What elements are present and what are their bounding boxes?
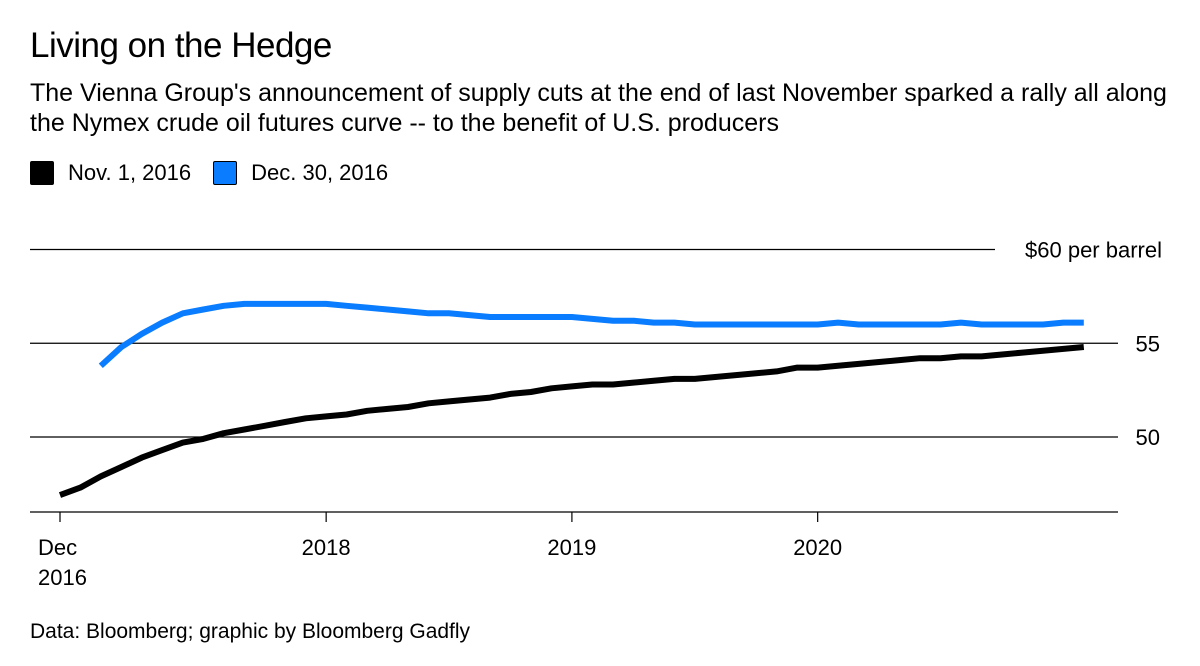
gridlines: 50 55 $60 per barrel: [30, 238, 1162, 450]
legend-item-nov: Nov. 1, 2016: [30, 160, 191, 186]
x-tick-label-1-0: 2018: [302, 535, 351, 560]
series-lines: [58, 300, 1085, 498]
series-line-1: [98, 300, 1084, 369]
legend-item-dec: Dec. 30, 2016: [213, 160, 388, 186]
y-tick-label-60: $60 per barrel: [1025, 238, 1162, 263]
legend-swatch-nov: [30, 161, 54, 185]
y-tick-label-50: 50: [1136, 425, 1160, 450]
x-axis: Dec 2016 2018 2019 2020: [30, 511, 1118, 590]
legend: Nov. 1, 2016 Dec. 30, 2016: [30, 158, 410, 188]
x-tick-label-2-0: 2019: [547, 535, 596, 560]
legend-swatch-dec: [213, 161, 238, 185]
source-note: Data: Bloomberg; graphic by Bloomberg Ga…: [30, 620, 471, 643]
series-line-0: [58, 344, 1085, 498]
x-tick-label-0-1: 2016: [38, 565, 87, 590]
legend-label-dec: Dec. 30, 2016: [251, 160, 389, 185]
x-tick-label-3-0: 2020: [793, 535, 842, 560]
chart-subtitle: The Vienna Group's announcement of suppl…: [30, 79, 1167, 137]
y-tick-label-55: 55: [1136, 331, 1160, 356]
chart-title: Living on the Hedge: [30, 26, 332, 65]
x-tick-label-0-0: Dec: [38, 535, 77, 560]
legend-label-nov: Nov. 1, 2016: [68, 160, 192, 185]
